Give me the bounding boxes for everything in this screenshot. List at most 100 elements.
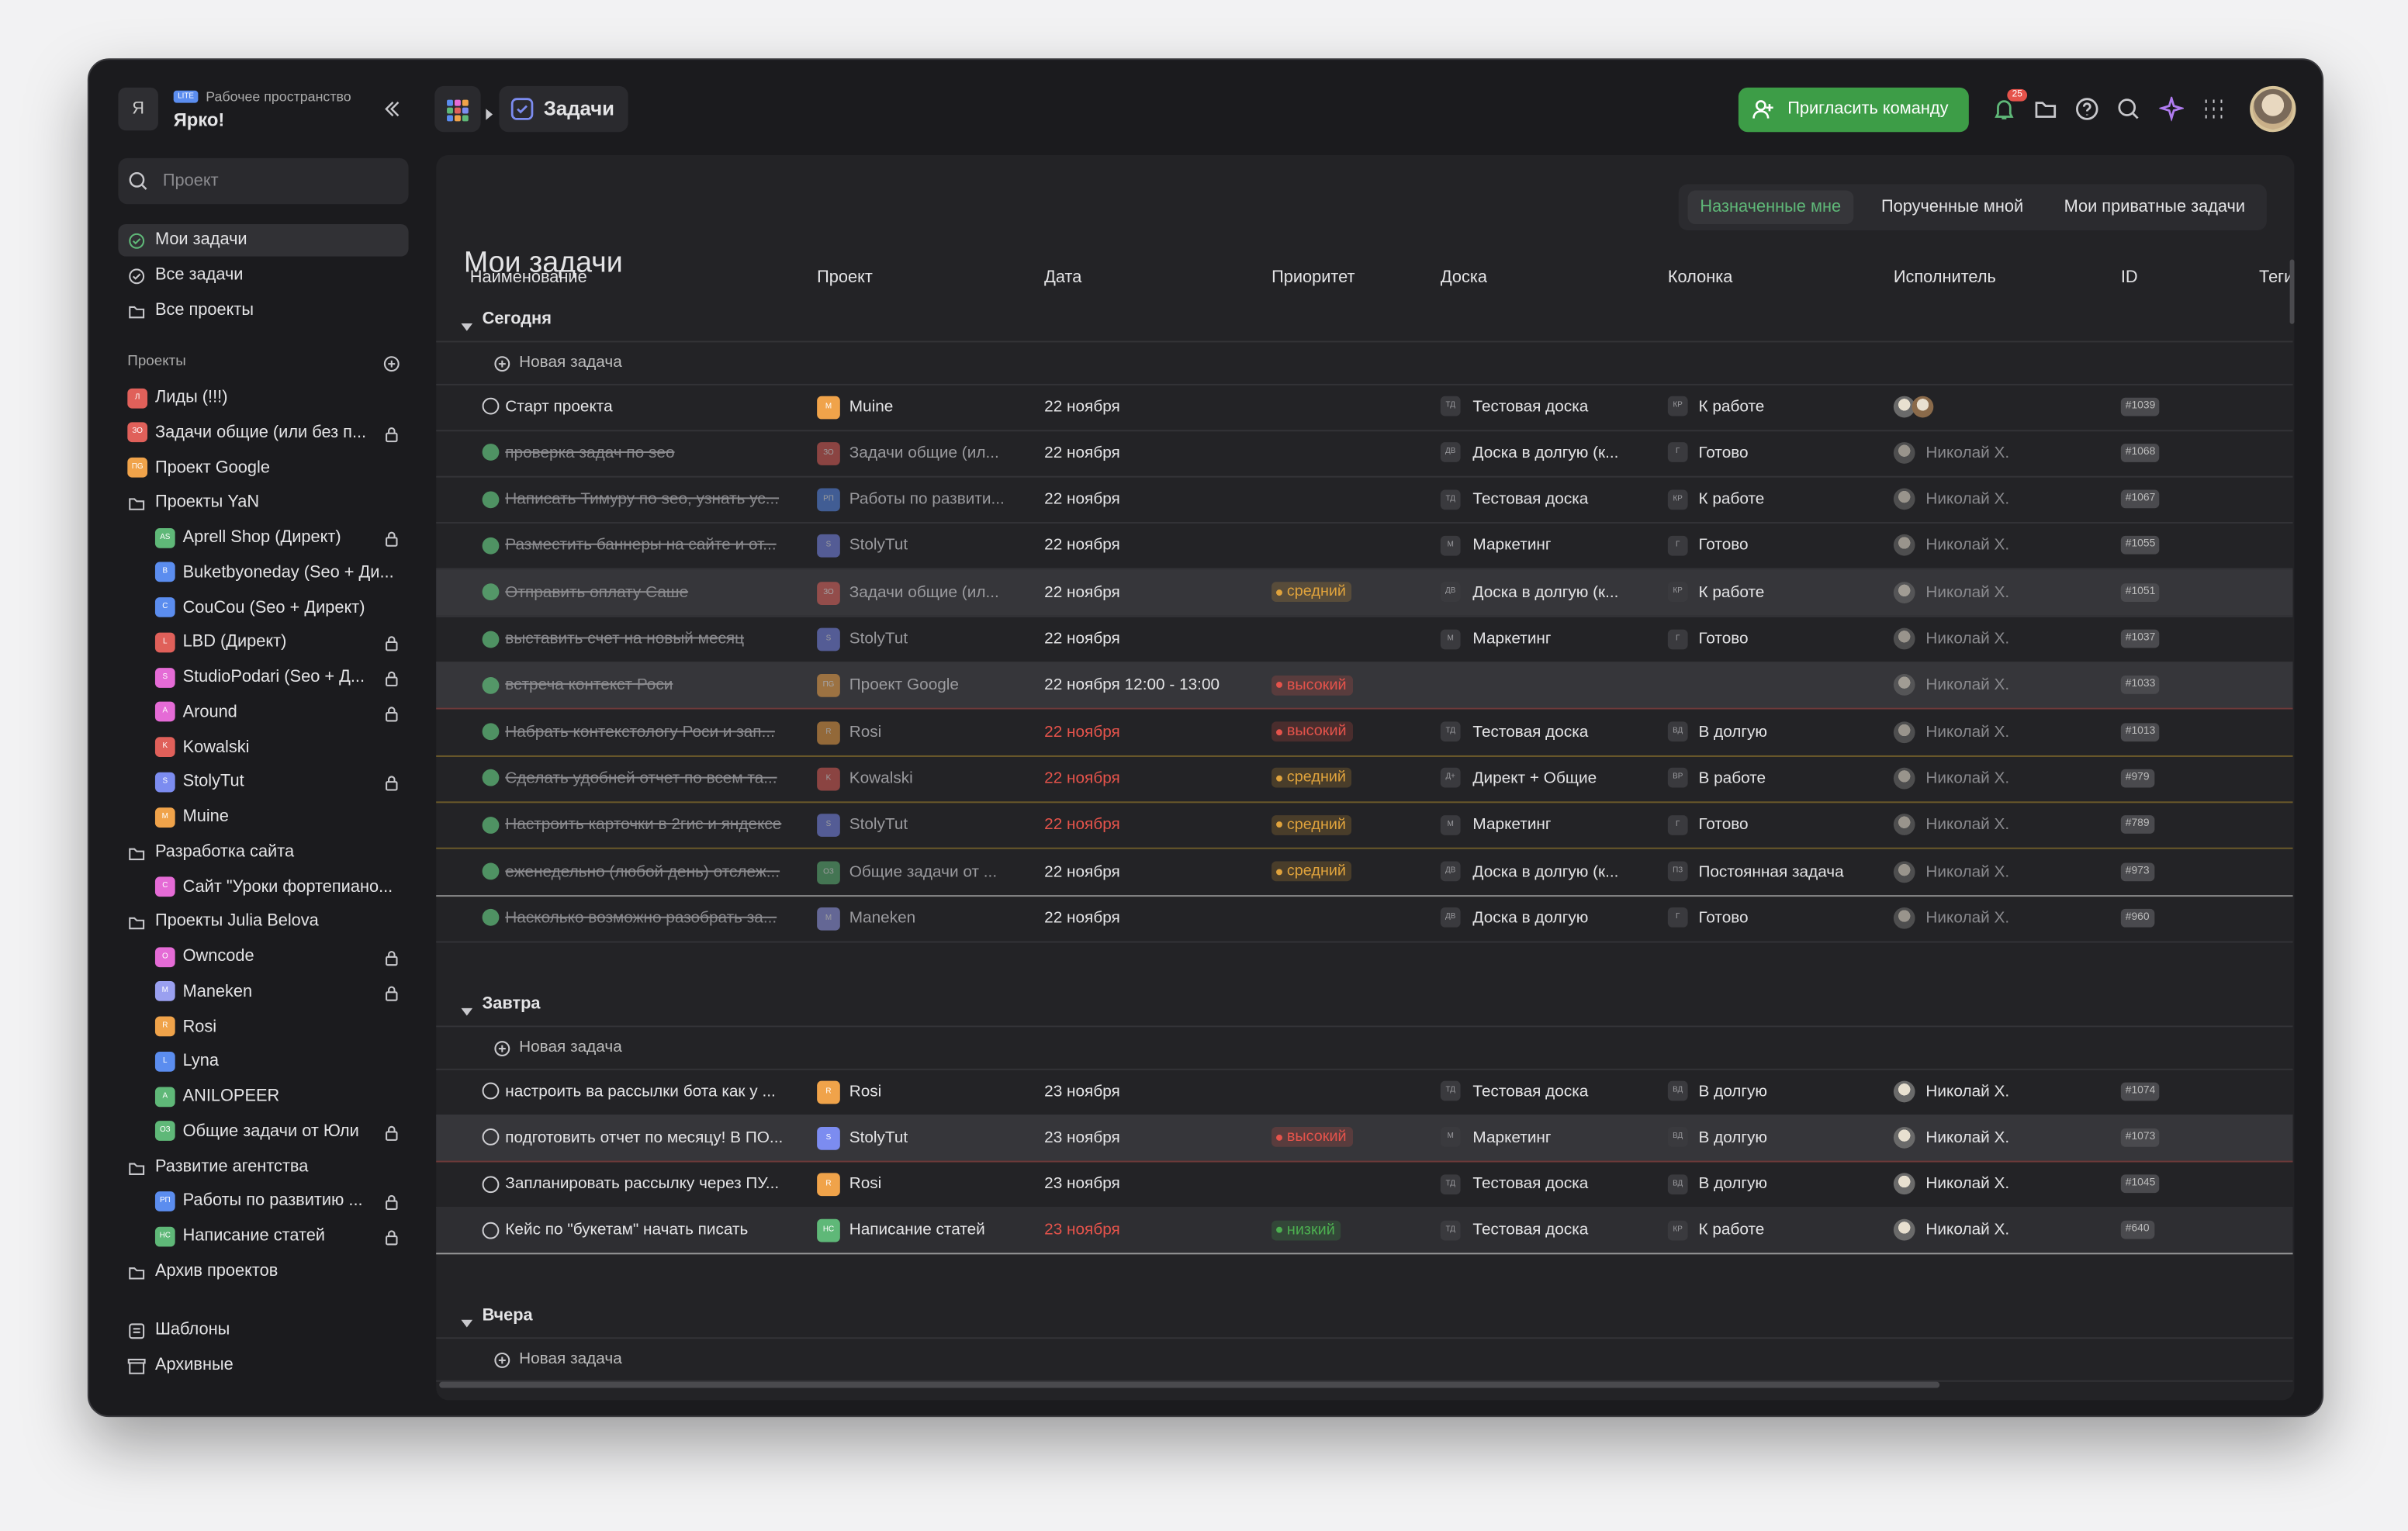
project-name[interactable]: StudioPodari (Seo + Д... bbox=[182, 668, 365, 686]
new-task[interactable]: Новая задача bbox=[519, 1038, 622, 1056]
task-name[interactable]: встреча контекст Роси bbox=[505, 676, 673, 695]
folder-icon bbox=[127, 1262, 146, 1280]
column-badge: КР bbox=[1667, 396, 1688, 416]
project-name[interactable]: ANILOPEER bbox=[182, 1087, 280, 1106]
apps-icon[interactable] bbox=[434, 85, 481, 133]
new-task[interactable]: Новая задача bbox=[519, 1350, 622, 1368]
project-name[interactable]: Rosi bbox=[182, 1017, 217, 1036]
project-name[interactable]: LBD (Директ) bbox=[182, 633, 287, 651]
folder-name[interactable]: Проекты YaN bbox=[154, 492, 260, 512]
lock-icon bbox=[382, 1192, 401, 1211]
project-icon: S bbox=[817, 534, 840, 558]
tab[interactable]: Порученные мной bbox=[1881, 198, 2024, 217]
board-badge: ДВ bbox=[1440, 907, 1461, 928]
folder-name[interactable]: Проекты Julia Belova bbox=[154, 912, 319, 931]
project-name[interactable]: Around bbox=[182, 703, 237, 721]
task-check[interactable] bbox=[482, 1082, 500, 1100]
project-name[interactable]: Aprell Shop (Директ) bbox=[182, 527, 341, 547]
nav-item[interactable]: Мои задачи bbox=[154, 230, 247, 249]
row-highlight bbox=[436, 1207, 2293, 1254]
project-name[interactable]: Задачи общие (или без п... bbox=[154, 423, 367, 442]
footer-icon bbox=[127, 1356, 146, 1374]
group-name[interactable]: Сегодня bbox=[482, 309, 552, 329]
project-name[interactable]: Проект Google bbox=[154, 458, 270, 477]
task-name[interactable]: Насколько возможно разобрать за... bbox=[505, 908, 777, 928]
h-scrollbar bbox=[439, 1381, 1940, 1388]
assignee-name: Николай Х. bbox=[1925, 1081, 2010, 1101]
assignee-avatar bbox=[1893, 860, 1915, 883]
user-avatar[interactable] bbox=[2250, 85, 2296, 133]
project-name[interactable]: Maneken bbox=[182, 982, 253, 1001]
nav-item[interactable]: Все задачи bbox=[154, 265, 244, 285]
task-name[interactable]: Набрать контекстологу Роси и зап... bbox=[505, 722, 775, 741]
project-name: StolyTut bbox=[849, 1128, 908, 1147]
project-icon: R bbox=[817, 1080, 840, 1104]
board-name: Директ + Общие bbox=[1472, 769, 1597, 788]
task-name[interactable]: Настроить карточки в 2гис и яндексе bbox=[505, 815, 782, 835]
project-name[interactable]: CouCou (Seo + Директ) bbox=[182, 598, 365, 617]
project-name[interactable]: Написание статей bbox=[182, 1226, 325, 1246]
task-name[interactable]: Кейс по "букетам" начать писать bbox=[505, 1221, 749, 1240]
invite-button[interactable] bbox=[1738, 87, 1969, 133]
priority-pill: средний bbox=[1271, 861, 1352, 882]
notification-count: 25 bbox=[2007, 88, 2028, 102]
tab[interactable]: Назначенные мне bbox=[1700, 198, 1842, 217]
task-name[interactable]: Отправить оплату Саше bbox=[505, 582, 689, 602]
priority-dot bbox=[1276, 682, 1282, 689]
task-name[interactable]: Сделать удобней отчет по всем та... bbox=[505, 769, 777, 788]
tab[interactable]: Мои приватные задачи bbox=[2064, 198, 2246, 217]
project-name[interactable]: Lyna bbox=[182, 1052, 220, 1071]
invite-label[interactable]: Пригласить команду bbox=[1787, 99, 1949, 119]
project-name[interactable]: Работы по развитию ... bbox=[182, 1191, 363, 1211]
footer-item[interactable]: Шаблоны bbox=[154, 1320, 230, 1339]
task-check[interactable] bbox=[482, 1222, 500, 1239]
folder-name[interactable]: Развитие агентства bbox=[154, 1156, 309, 1176]
new-task[interactable]: Новая задача bbox=[519, 353, 622, 372]
group-name[interactable]: Завтра bbox=[482, 994, 541, 1014]
assignee-avatar bbox=[1893, 767, 1915, 790]
project-name[interactable]: Buketbyoneday (Seo + Ди... bbox=[182, 563, 394, 582]
column-name: В работе bbox=[1698, 769, 1766, 788]
project-name[interactable]: Kowalski bbox=[182, 738, 250, 756]
project-name[interactable]: Общие задачи от Юли bbox=[182, 1121, 359, 1141]
lock-icon bbox=[382, 668, 401, 686]
task-name[interactable]: Старт проекта bbox=[505, 396, 613, 416]
nav-icon bbox=[127, 230, 146, 249]
project-icon: A bbox=[154, 1086, 175, 1107]
task-name[interactable]: настроить ва рассылки бота как у ... bbox=[505, 1081, 776, 1101]
assignee-avatar bbox=[1893, 488, 1915, 510]
nav-item[interactable]: Все проекты bbox=[154, 301, 254, 320]
task-name[interactable]: Запланировать рассылку через ПУ... bbox=[505, 1174, 780, 1194]
task-check[interactable] bbox=[482, 1128, 500, 1146]
task-name[interactable]: выставить счет на новый месяц bbox=[505, 629, 745, 648]
task-name[interactable]: Написать Тимуру по seo, узнать ус... bbox=[505, 489, 780, 509]
project-name[interactable]: StolyTut bbox=[182, 772, 244, 791]
task-name[interactable]: Разместить баннеры на сайте и от... bbox=[505, 536, 777, 555]
done-check bbox=[482, 816, 500, 834]
project-icon: M bbox=[154, 807, 175, 828]
task-check[interactable] bbox=[482, 1175, 500, 1193]
folder-name[interactable]: Архив проектов bbox=[154, 1261, 279, 1280]
task-date: 22 ноября bbox=[1044, 862, 1120, 881]
task-name[interactable]: еженедельно (любой день) отслеж... bbox=[505, 862, 780, 881]
task-id: #1037 bbox=[2120, 629, 2161, 648]
column-header: Колонка bbox=[1667, 268, 1733, 288]
project-name[interactable]: Muine bbox=[182, 807, 229, 827]
task-name[interactable]: проверка задач по seo bbox=[505, 443, 675, 462]
ai-button bbox=[2157, 94, 2185, 123]
group-name[interactable]: Вчера bbox=[482, 1306, 533, 1325]
assignee-avatar bbox=[1893, 1173, 1915, 1195]
project-name: Rosi bbox=[849, 722, 882, 741]
priority-pill: высокий bbox=[1271, 675, 1353, 696]
project-name[interactable]: Лиды (!!!) bbox=[154, 388, 228, 407]
folder-name[interactable]: Разработка сайта bbox=[154, 842, 295, 862]
project-icon: AS bbox=[154, 527, 175, 548]
footer-item[interactable]: Архивные bbox=[154, 1355, 234, 1374]
search-box[interactable] bbox=[118, 157, 409, 205]
project-name[interactable]: Сайт "Уроки фортепиано... bbox=[182, 877, 393, 897]
task-name[interactable]: подготовить отчет по месяцу! В ПО... bbox=[505, 1128, 784, 1147]
apps-dot bbox=[462, 115, 469, 122]
row-divider bbox=[436, 429, 2293, 431]
task-check[interactable] bbox=[482, 397, 500, 415]
project-name[interactable]: Owncode bbox=[182, 947, 254, 966]
